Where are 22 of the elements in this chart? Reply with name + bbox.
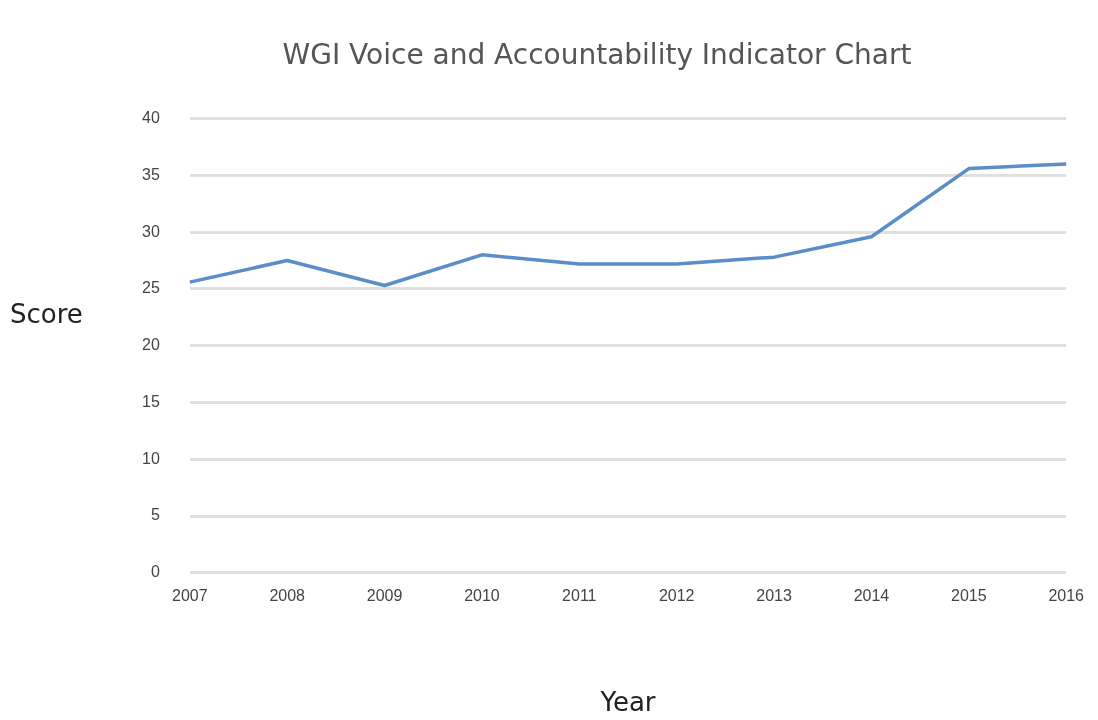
x-tick-label: 2008 bbox=[269, 586, 306, 604]
x-tick-label: 2009 bbox=[366, 586, 403, 604]
y-tick-label: 30 bbox=[142, 222, 160, 240]
y-tick-label: 20 bbox=[142, 336, 160, 354]
y-tick-label: 0 bbox=[150, 563, 160, 581]
x-tick-label: 2015 bbox=[951, 586, 987, 604]
x-tick-label: 2013 bbox=[756, 586, 792, 604]
y-tick-label: 5 bbox=[150, 506, 160, 524]
x-tick-label: 2014 bbox=[853, 586, 890, 604]
y-axis-title: Score bbox=[10, 298, 83, 329]
y-tick-label: 10 bbox=[142, 449, 160, 467]
x-tick-label: 2011 bbox=[562, 586, 597, 604]
y-tick-label: 40 bbox=[142, 109, 160, 127]
x-tick-label: 2007 bbox=[172, 586, 208, 604]
x-tick-label: 2016 bbox=[1048, 586, 1085, 604]
y-tick-label: 35 bbox=[142, 165, 160, 183]
chart-title: WGI Voice and Accountability Indicator Chart bbox=[282, 38, 912, 72]
x-tick-label: 2010 bbox=[464, 586, 500, 604]
y-tick-label: 25 bbox=[142, 279, 160, 297]
x-axis-title: Year bbox=[599, 686, 656, 717]
y-tick-label: 15 bbox=[142, 392, 160, 410]
x-tick-label: 2012 bbox=[658, 586, 695, 604]
